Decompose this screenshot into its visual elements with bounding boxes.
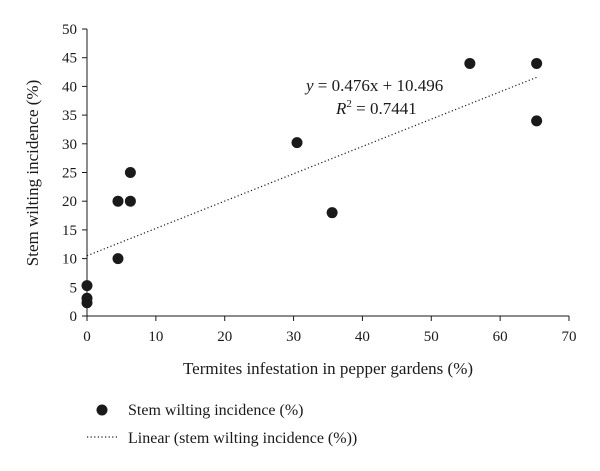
trendline-layer [86, 76, 537, 257]
data-point [81, 292, 93, 304]
data-point [464, 57, 476, 69]
data-point [531, 115, 543, 127]
y-tick-label: 20 [62, 194, 77, 210]
y-tick-label: 40 [62, 79, 77, 95]
legend-label-trendline: Linear (stem wilting incidence (%)) [128, 430, 357, 447]
y-tick-label: 50 [62, 22, 77, 38]
x-tick-label: 70 [562, 329, 577, 345]
r-squared-r: R [335, 99, 347, 118]
y-tick-label: 45 [62, 51, 77, 67]
y-tick-label: 5 [70, 280, 78, 296]
x-tick-label: 10 [148, 329, 163, 345]
x-axis-title: Termites infestation in pepper gardens (… [183, 359, 473, 378]
y-tick-label: 30 [62, 137, 77, 153]
r-squared-sup: 2 [346, 98, 352, 110]
x-tick-label: 0 [83, 329, 91, 345]
equation-label: y = 0.476x + 10.496 [304, 76, 443, 95]
legend-label-points: Stem wilting incidence (%) [128, 402, 304, 419]
legend: Stem wilting incidence (%) Linear (stem … [87, 402, 357, 447]
data-point [81, 280, 93, 292]
data-point [112, 195, 124, 207]
y-tick-label: 0 [70, 309, 78, 325]
points-layer [81, 57, 543, 309]
x-tick-label: 20 [217, 329, 232, 345]
x-tick-label: 30 [286, 329, 301, 345]
y-tick-label: 15 [62, 223, 77, 239]
equation-y: y [304, 76, 314, 95]
data-point [291, 137, 303, 149]
data-point [112, 253, 124, 265]
x-tick-label: 60 [493, 329, 508, 345]
trendline [86, 76, 537, 257]
y-axis-title: Stem wilting incidence (%) [23, 80, 42, 266]
r-squared-label: R2 = 0.7441 [335, 98, 417, 118]
data-point [531, 57, 543, 69]
x-tick-label: 50 [424, 329, 439, 345]
y-tick-label: 25 [62, 166, 77, 182]
legend-marker-points [96, 404, 108, 416]
r-squared-value: = 0.7441 [352, 99, 417, 118]
axes: 0 5 10 15 20 25 30 35 40 45 50 0 10 20 30 40 50 60 70 [62, 22, 577, 345]
data-point [326, 207, 338, 219]
y-tick-label: 10 [62, 252, 77, 268]
y-tick-label: 35 [62, 108, 77, 124]
x-tick-label: 40 [355, 329, 370, 345]
data-point [124, 195, 136, 207]
data-point [124, 167, 136, 178]
equation-rhs: = 0.476x + 10.496 [314, 76, 444, 95]
